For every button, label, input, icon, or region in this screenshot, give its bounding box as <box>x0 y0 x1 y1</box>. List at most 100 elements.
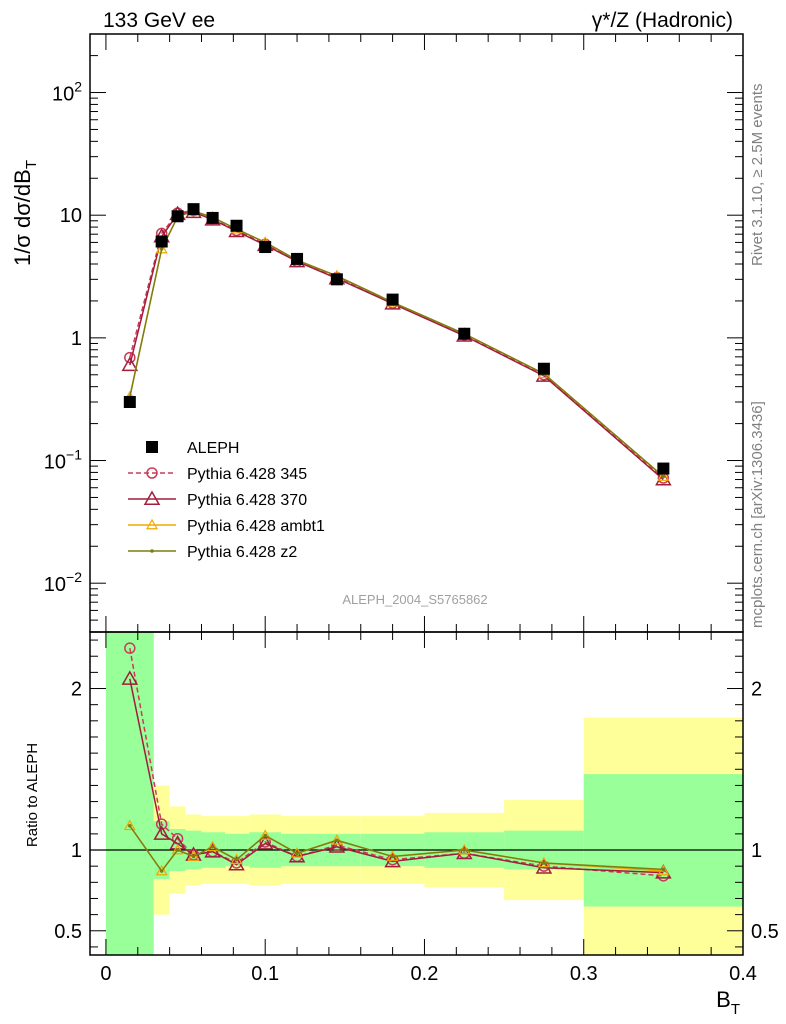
mcplots-label: mcplots.cern.ch [arXiv:1306.3436] <box>749 401 766 628</box>
ratio-y-tick-label-right: 2 <box>751 679 762 701</box>
rivet-version-label: Rivet 3.1.10, ≥ 2.5M events <box>749 84 766 267</box>
main-point-data <box>458 327 471 340</box>
y-tick-label: 1 <box>71 328 82 350</box>
main-point-data <box>330 273 343 286</box>
analysis-watermark: ALEPH_2004_S5765862 <box>342 592 487 607</box>
ratio-y-tick-label-right: 1 <box>751 840 762 862</box>
main-point-z2 <box>661 474 666 479</box>
ratio-point-z2 <box>295 851 299 856</box>
ratio-point-z2 <box>128 824 132 828</box>
x-axis-label-subscript: T <box>731 1001 740 1018</box>
legend-label-ambt1: Pythia 6.428 ambt1 <box>187 518 325 535</box>
y-tick-label-exponent: −2 <box>66 569 82 585</box>
ratio-point-ambt1 <box>330 834 343 845</box>
y-tick-label-exponent: 2 <box>74 79 82 95</box>
ratio-point-p370 <box>153 825 170 840</box>
legend-marker-z2 <box>150 549 154 553</box>
main-point-data <box>230 219 243 232</box>
legend-marker-ambt1 <box>145 518 159 530</box>
ratio-y-tick-label: 1 <box>71 840 82 862</box>
ratio-point-ambt1 <box>206 840 219 852</box>
ratio-point-p345 <box>155 818 168 830</box>
legend-label-p370: Pythia 6.428 370 <box>187 492 307 509</box>
ratio-point-z2 <box>175 848 180 852</box>
ratio-point-z2 <box>462 848 467 852</box>
main-series-data <box>123 203 670 475</box>
ratio-point-p370 <box>256 835 274 850</box>
main-point-data <box>123 395 136 408</box>
legend-marker-p370 <box>143 490 161 505</box>
ratio-point-ambt1 <box>155 864 168 876</box>
band-inner-bin <box>583 774 743 907</box>
legend: ALEPH Pythia 6.428 345 Pythia 6.428 370 Pyt… <box>128 440 325 561</box>
main-y-axis-label: 1/σ dσ/dBT <box>10 160 40 266</box>
ratio-point-p345 <box>124 642 136 654</box>
main-point-ambt1 <box>155 242 168 254</box>
x-axis-label-text: B <box>716 987 731 1012</box>
x-axis-label: BT <box>716 987 740 1018</box>
ratio-point-z2 <box>661 867 666 872</box>
ratio-point-z2 <box>542 861 546 865</box>
ratio-series-z2 <box>128 824 666 873</box>
ratio-point-z2 <box>335 838 339 843</box>
legend-label-z2: Pythia 6.428 z2 <box>187 544 297 561</box>
main-point-data <box>206 211 219 224</box>
ratio-y-tick-label: 2 <box>71 679 82 701</box>
ratio-line-p345 <box>129 648 664 877</box>
y-tick-label: 10−2 <box>44 569 82 596</box>
main-point-ambt1 <box>657 470 670 481</box>
ratio-plot-frame <box>89 631 744 956</box>
ratio-point-z2 <box>390 854 395 859</box>
ratio-axis-ticks: 0.5 0.5 1 1 2 2 0 0.1 0.2 0.3 0.4 <box>54 632 779 985</box>
main-point-data <box>259 241 272 254</box>
y-tick-label: 10 <box>60 205 82 227</box>
ratio-y-axis-label: Ratio to ALEPH <box>24 743 41 847</box>
ratio-y-tick-label-right: 0.5 <box>751 921 779 943</box>
main-point-data <box>386 293 399 306</box>
ratio-point-z2 <box>263 833 267 838</box>
ratio-point-z2 <box>210 844 215 849</box>
ratio-point-z2 <box>191 854 196 859</box>
y-tick-label-exponent: −1 <box>66 447 82 463</box>
x-tick-label: 0.1 <box>251 963 279 985</box>
ratio-point-ambt1 <box>123 819 136 831</box>
main-point-data <box>537 362 550 375</box>
header-left: 133 GeV ee <box>103 9 215 32</box>
y-tick-label: 10−1 <box>44 447 82 474</box>
main-point-p370 <box>121 356 139 372</box>
main-point-data <box>171 210 184 223</box>
x-tick-label: 0.2 <box>411 963 439 985</box>
ratio-point-p370 <box>328 838 346 853</box>
ratio-point-p370 <box>288 847 306 863</box>
ratio-point-p370 <box>455 844 473 860</box>
x-tick-label: 0.4 <box>729 963 757 985</box>
ratio-point-ambt1 <box>171 843 184 855</box>
y-tick-label-base: 10 <box>44 574 66 596</box>
header-right: γ*/Z (Hadronic) <box>592 9 733 32</box>
x-tick-label: 0 <box>100 963 111 985</box>
ratio-point-z2 <box>159 869 164 873</box>
legend-marker-p345 <box>146 467 158 479</box>
main-point-data <box>291 252 304 265</box>
y-tick-label: 102 <box>52 79 82 106</box>
main-point-z2 <box>159 247 164 251</box>
ratio-point-z2 <box>234 857 239 862</box>
ratio-series-layer <box>121 642 672 882</box>
main-point-data <box>155 235 168 248</box>
ratio-point-p370 <box>121 670 139 685</box>
main-series-layer <box>121 203 672 486</box>
ratio-point-ambt1 <box>259 829 272 840</box>
x-tick-label: 0.3 <box>570 963 598 985</box>
main-point-data <box>187 203 200 216</box>
ratio-point-ambt1 <box>458 843 471 855</box>
legend-label-p345: Pythia 6.428 345 <box>187 466 307 483</box>
y-tick-label-base: 10 <box>52 84 74 106</box>
legend-marker-data <box>146 441 158 453</box>
main-y-axis-label-subscript: T <box>23 160 40 169</box>
legend-label-data: ALEPH <box>187 440 239 457</box>
main-point-data <box>657 462 670 475</box>
y-tick-label-base: 10 <box>44 452 66 474</box>
ratio-point-ambt1 <box>657 864 670 876</box>
